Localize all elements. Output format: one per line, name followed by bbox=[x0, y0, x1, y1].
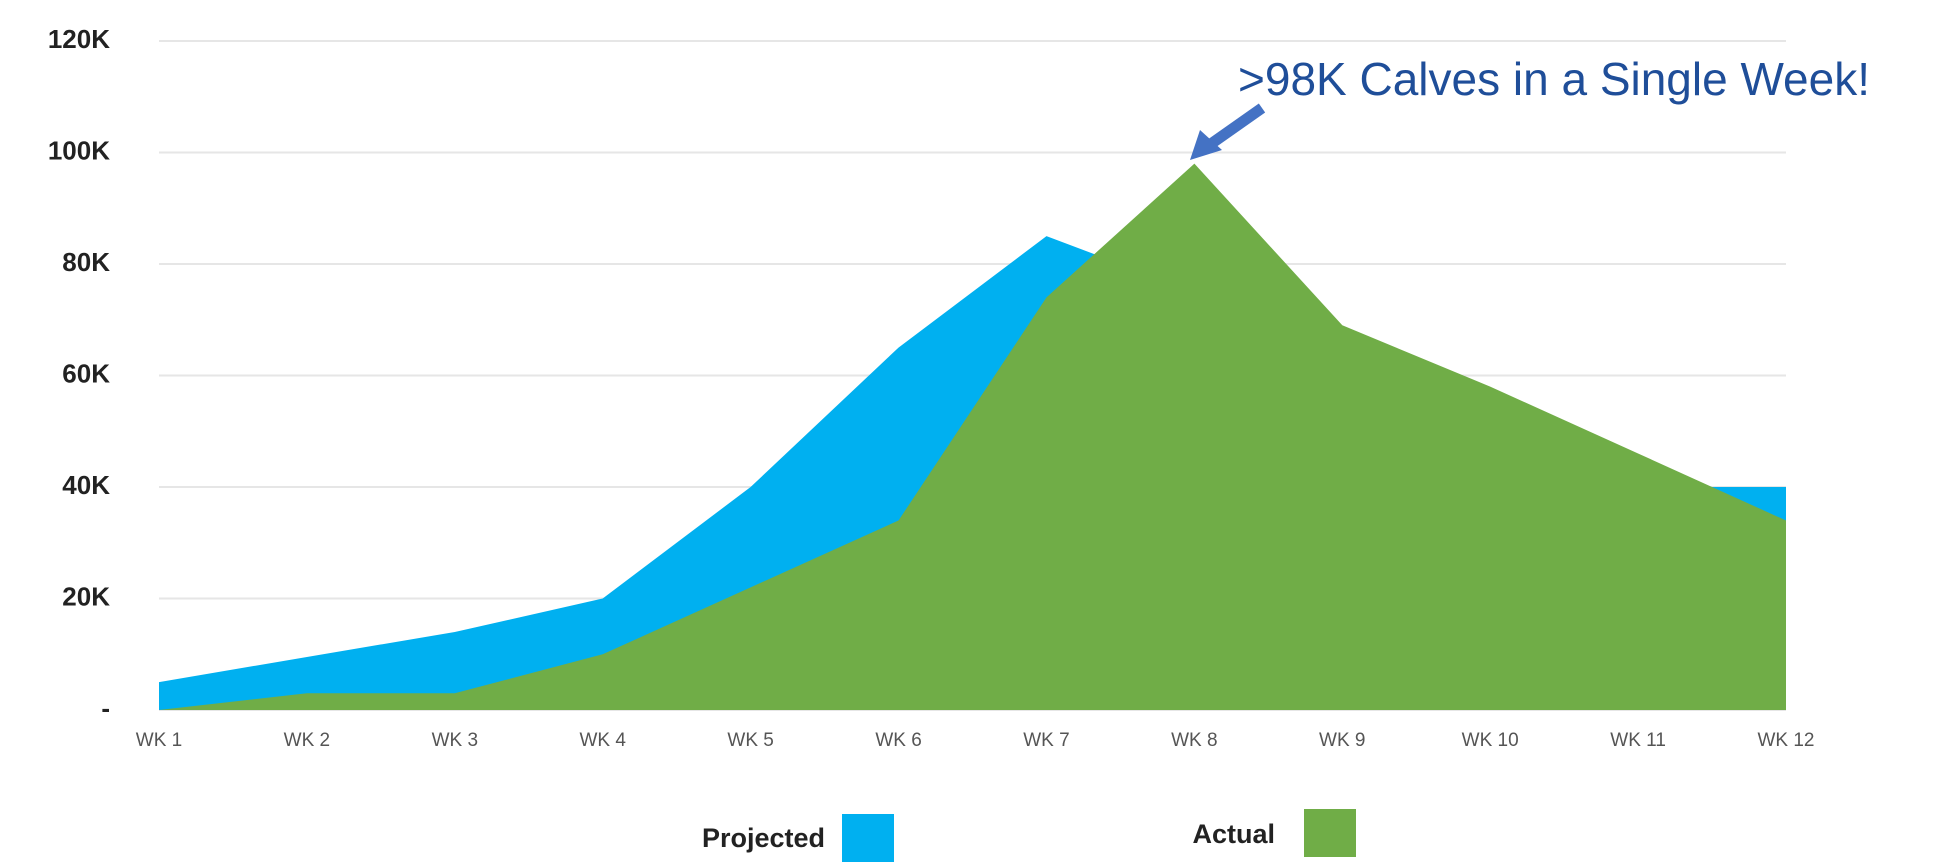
x-tick-label: WK 11 bbox=[1610, 730, 1666, 751]
y-tick-label: 40K bbox=[62, 470, 110, 500]
x-tick-label: WK 1 bbox=[136, 730, 182, 751]
x-tick-label: WK 10 bbox=[1462, 730, 1519, 751]
y-tick-label: 60K bbox=[62, 358, 110, 388]
y-tick-label: - bbox=[101, 693, 110, 723]
legend-label: Actual bbox=[1192, 819, 1275, 849]
y-tick-label: 80K bbox=[62, 247, 110, 277]
x-tick-label: WK 3 bbox=[432, 730, 478, 751]
area bbox=[159, 163, 1786, 711]
annotation: >98K Calves in a Single Week! bbox=[1238, 53, 1870, 105]
x-tick-label: WK 2 bbox=[284, 730, 330, 751]
x-tick-label: WK 6 bbox=[875, 730, 921, 751]
x-tick-label: WK 5 bbox=[727, 730, 773, 751]
arrow-shaft bbox=[1204, 103, 1266, 151]
x-tick-label: WK 8 bbox=[1171, 730, 1217, 751]
legend-swatch bbox=[842, 814, 894, 862]
legend-label: Projected bbox=[702, 823, 825, 853]
y-tick-label: 20K bbox=[62, 581, 110, 611]
arrow-head bbox=[1190, 130, 1222, 160]
x-tick-label: WK 4 bbox=[580, 730, 627, 751]
y-tick-label: 120K bbox=[48, 24, 110, 54]
x-tick-label: WK 7 bbox=[1023, 730, 1069, 751]
legend-swatch bbox=[1304, 809, 1356, 857]
x-tick-label: WK 12 bbox=[1757, 730, 1814, 751]
x-tick-label: WK 9 bbox=[1319, 730, 1365, 751]
y-tick-label: 100K bbox=[48, 135, 110, 165]
